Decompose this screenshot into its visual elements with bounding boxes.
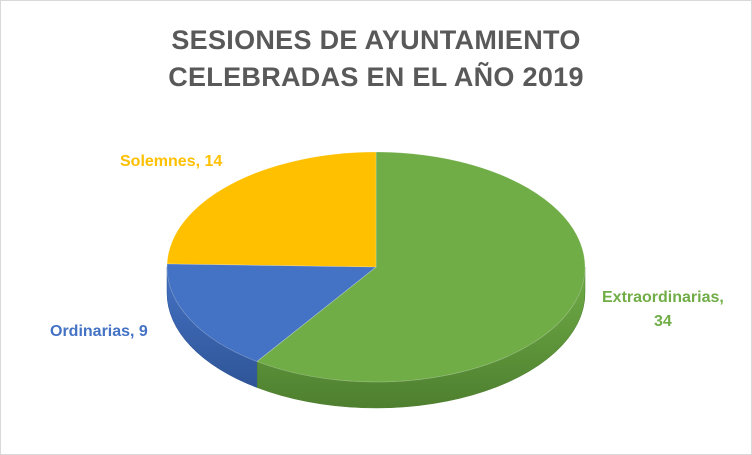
pie-slice-extraordinarias bbox=[256, 151, 586, 383]
chart-title-line-1: SESIONES DE AYUNTAMIENTO bbox=[171, 25, 581, 55]
data-label-ordinarias: Ordinarias, 9 bbox=[50, 320, 148, 344]
data-label-extraordinarias-line-2: 34 bbox=[654, 313, 672, 330]
data-label-solemnes-text: Solemnes, 14 bbox=[120, 153, 223, 170]
pie-slice-solemnes bbox=[166, 151, 377, 268]
data-label-extraordinarias: Extraordinarias, 34 bbox=[602, 286, 724, 334]
pie-slice-ordinarias bbox=[166, 263, 377, 362]
data-label-extraordinarias-line-1: Extraordinarias, bbox=[602, 289, 724, 306]
chart-title: SESIONES DE AYUNTAMIENTO CELEBRADAS EN E… bbox=[0, 22, 752, 96]
pie-slices bbox=[166, 151, 586, 383]
chart-title-line-2: CELEBRADAS EN EL AÑO 2019 bbox=[168, 62, 584, 92]
data-label-solemnes: Solemnes, 14 bbox=[120, 150, 222, 174]
data-label-ordinarias-text: Ordinarias, 9 bbox=[50, 323, 148, 340]
